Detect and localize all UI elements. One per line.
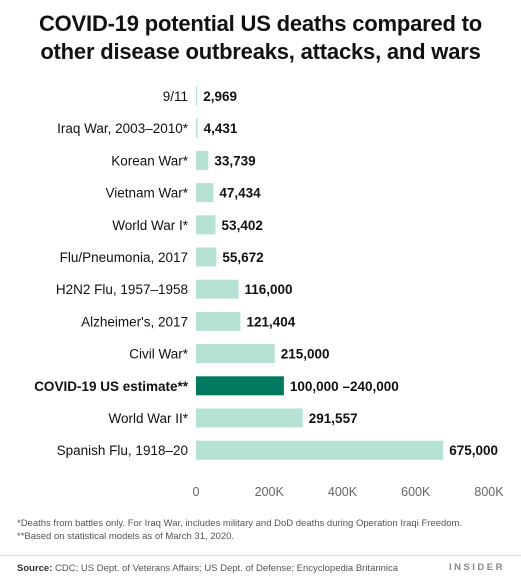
value-label: 675,000 [449, 443, 498, 458]
value-label: 55,672 [222, 250, 263, 265]
value-label: 53,402 [222, 218, 263, 233]
bar [196, 215, 216, 235]
source-label: Source: [17, 563, 53, 574]
bar [196, 247, 217, 267]
category-label: Korean War* [111, 153, 189, 168]
bar [196, 311, 241, 331]
category-label: H2N2 Flu, 1957–1958 [56, 282, 188, 297]
footnotes: *Deaths from battles only. For Iraq War,… [17, 517, 507, 543]
source-text: CDC; US Dept. of Veterans Affairs; US De… [55, 563, 399, 574]
divider [0, 555, 521, 556]
category-label: Alzheimer's, 2017 [81, 314, 188, 329]
value-label: 2,969 [203, 89, 237, 104]
category-label: Vietnam War* [105, 186, 188, 201]
category-label: 9/11 [163, 89, 188, 104]
bar [196, 150, 209, 170]
category-label: Spanish Flu, 1918–20 [57, 443, 188, 458]
bar [196, 86, 198, 106]
category-label: COVID-19 US estimate** [34, 379, 189, 394]
value-label: 33,739 [214, 153, 255, 168]
bar [196, 183, 214, 203]
bar [196, 408, 303, 428]
category-label: Civil War* [129, 347, 188, 362]
value-label: 121,404 [246, 314, 295, 329]
source-line: Source: CDC; US Dept. of Veterans Affair… [17, 563, 507, 574]
x-tick-label: 600K [401, 485, 431, 499]
value-label: 47,434 [219, 186, 261, 201]
x-tick-label: 400K [328, 485, 358, 499]
category-label: Flu/Pneumonia, 2017 [60, 250, 188, 265]
chart-title-line-2: other disease outbreaks, attacks, and wa… [40, 39, 481, 64]
x-tick-label: 800K [474, 485, 504, 499]
insider-logo: INSIDER [448, 562, 505, 573]
chart-title-line-1: COVID-19 potential US deaths compared to [38, 11, 483, 36]
bar-chart: 9/11 2,969 Iraq War, 2003–2010* 4,431 Korean… [34, 86, 504, 499]
bar [196, 344, 275, 364]
category-label: World War II* [108, 411, 188, 426]
x-tick-label: 0 [193, 485, 200, 499]
value-label: 100,000 –240,000 [290, 379, 399, 394]
value-label: 4,431 [204, 121, 238, 136]
category-label: World War I* [112, 218, 189, 233]
value-label: 291,557 [309, 411, 358, 426]
bar-highlight [196, 376, 284, 396]
bar [196, 118, 198, 138]
footnote-battles: *Deaths from battles only. For Iraq War,… [17, 518, 463, 529]
x-tick-label: 200K [255, 485, 285, 499]
footnote-models: **Based on statistical models as of Marc… [17, 531, 235, 542]
bar [196, 279, 239, 299]
chart-title: COVID-19 potential US deaths compared to… [0, 10, 521, 66]
category-label: Iraq War, 2003–2010* [57, 121, 189, 136]
value-label: 215,000 [281, 347, 330, 362]
value-label: 116,000 [244, 282, 292, 297]
bar [196, 440, 444, 460]
